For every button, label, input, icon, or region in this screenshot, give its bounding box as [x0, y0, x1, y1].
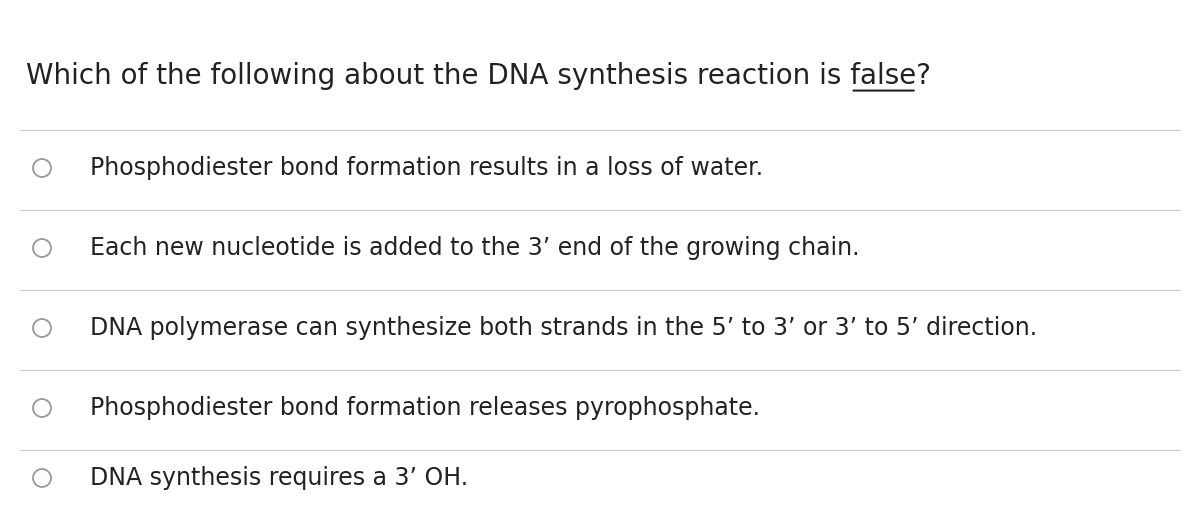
Text: DNA polymerase can synthesize both strands in the 5’ to 3’ or 3’ to 5’ direction: DNA polymerase can synthesize both stran… [90, 316, 1037, 340]
Text: Each new nucleotide is added to the 3’ end of the growing chain.: Each new nucleotide is added to the 3’ e… [90, 236, 859, 260]
Text: Phosphodiester bond formation releases pyrophosphate.: Phosphodiester bond formation releases p… [90, 396, 760, 420]
Text: DNA synthesis requires a 3’ OH.: DNA synthesis requires a 3’ OH. [90, 466, 468, 490]
Text: Phosphodiester bond formation results in a loss of water.: Phosphodiester bond formation results in… [90, 156, 763, 180]
Text: Which of the following about the DNA synthesis reaction is false?: Which of the following about the DNA syn… [26, 62, 931, 90]
